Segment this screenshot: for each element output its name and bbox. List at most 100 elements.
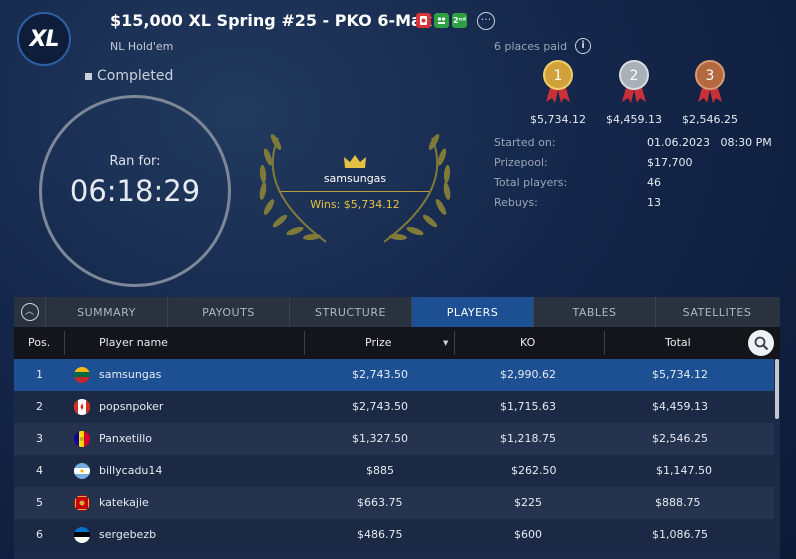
row-ko: $225 [514, 496, 542, 509]
tournament-lobby-panel: ︿ SUMMARY PAYOUTS STRUCTURE PLAYERS TABL… [14, 297, 780, 559]
row-ko: $2,990.62 [500, 368, 556, 381]
run-time-clock: Ran for: 06:18:29 [39, 95, 231, 287]
column-divider [304, 331, 305, 355]
row-pos: 2 [36, 400, 43, 413]
table-header: Pos. Player name Prize ▼ KO Total [14, 327, 780, 359]
row-pos: 4 [36, 464, 43, 477]
row-total: $1,147.50 [656, 464, 712, 477]
bounty-icon [416, 13, 431, 28]
column-prize-label: Prize [365, 336, 392, 349]
run-time-value: 06:18:29 [69, 174, 201, 208]
table-row[interactable]: 2 popsnpoker $2,743.50 $1,715.63 $4,459.… [14, 391, 774, 423]
stat-value: $17,700 [647, 156, 693, 169]
svg-text:2: 2 [630, 68, 639, 84]
row-prize: $486.75 [357, 528, 403, 541]
crown-icon [344, 155, 366, 168]
column-ko[interactable]: KO [520, 336, 536, 349]
row-prize: $2,743.50 [352, 368, 408, 381]
players-table-body: 1 samsungas $2,743.50 $2,990.62 $5,734.1… [14, 359, 774, 551]
row-pos: 3 [36, 432, 43, 445]
tab-bar: ︿ SUMMARY PAYOUTS STRUCTURE PLAYERS TABL… [14, 297, 780, 327]
column-divider [64, 331, 65, 355]
tab-tables[interactable]: TABLES [534, 297, 656, 327]
six-max-icon [434, 13, 449, 28]
table-row[interactable]: 5 katekajie $663.75 $225 $888.75 [14, 487, 774, 519]
info-icon[interactable]: i [575, 38, 592, 54]
stat-label: Total players: [494, 176, 568, 189]
tab-satellites[interactable]: SATELLITES [682, 305, 752, 319]
column-player-name[interactable]: Player name [99, 336, 168, 349]
run-time-label: Ran for: [109, 154, 161, 169]
places-paid-label: 6 places paid [494, 39, 568, 53]
row-total: $2,546.25 [652, 432, 708, 445]
collapse-button[interactable]: ︿ [14, 297, 46, 327]
tab-players[interactable]: PLAYERS [412, 297, 534, 327]
estonia-flag-icon [74, 527, 90, 543]
silver-medal-icon: 2 [619, 60, 649, 103]
gold-medal-icon: 1 [543, 60, 573, 103]
xl-logo: XL [17, 12, 71, 66]
tournament-status: Completed [85, 68, 173, 84]
table-row[interactable]: 1 samsungas $2,743.50 $2,990.62 $5,734.1… [14, 359, 774, 391]
svg-text:1: 1 [554, 68, 563, 84]
svg-text:3: 3 [706, 68, 715, 84]
montenegro-flag-icon [74, 495, 90, 511]
winner-winnings: Wins: $5,734.12 [310, 198, 400, 211]
stat-label: Prizepool: [494, 156, 548, 169]
row-total: $4,459.13 [652, 400, 708, 413]
column-prize[interactable]: Prize [365, 327, 392, 359]
tab-summary[interactable]: SUMMARY [46, 297, 168, 327]
row-ko: $1,715.63 [500, 400, 556, 413]
row-player-name: billycadu14 [99, 464, 163, 477]
table-row[interactable]: 3 Panxetillo $1,327.50 $1,218.75 $2,546.… [14, 423, 774, 455]
row-player-name: sergebezb [99, 528, 157, 541]
stat-label: Rebuys: [494, 196, 538, 209]
row-player-name: popsnpoker [99, 400, 164, 413]
row-player-name: Panxetillo [99, 432, 153, 445]
stat-value: 13 [647, 196, 661, 209]
row-prize: $1,327.50 [352, 432, 408, 445]
laurel-wreath-icon [259, 134, 451, 243]
row-pos: 6 [36, 528, 43, 541]
bronze-medal-icon: 3 [695, 60, 725, 103]
tab-structure[interactable]: STRUCTURE [290, 297, 412, 327]
table-row[interactable]: 6 sergebezb $486.75 $600 $1,086.75 [14, 519, 774, 551]
game-type: NL Hold'em [110, 40, 174, 53]
column-pos[interactable]: Pos. [28, 336, 51, 349]
places-paid: 6 places paid i [494, 38, 592, 54]
row-total: $888.75 [655, 496, 701, 509]
status-dot-icon [85, 72, 92, 80]
row-pos: 5 [36, 496, 43, 509]
search-icon [754, 336, 768, 350]
tournament-badges: 2ⁿᵈ [416, 13, 467, 28]
winner-divider [281, 191, 429, 192]
tab-payouts[interactable]: PAYOUTS [168, 297, 290, 327]
column-divider [454, 331, 455, 355]
status-label: Completed [97, 68, 174, 84]
stat-value: 01.06.2023 08:30 PM [647, 136, 772, 149]
row-ko: $1,218.75 [500, 432, 556, 445]
column-total[interactable]: Total [665, 336, 691, 349]
search-button[interactable] [748, 330, 774, 356]
second-chance-icon: 2ⁿᵈ [452, 13, 467, 28]
row-ko: $600 [514, 528, 542, 541]
row-player-name: katekajie [99, 496, 149, 509]
row-total: $1,086.75 [652, 528, 708, 541]
table-row[interactable]: 4 billycadu14 $885 $262.50 $1,147.50 [14, 455, 774, 487]
second-place-amount: $4,459.13 [606, 113, 662, 126]
third-place-amount: $2,546.25 [682, 113, 738, 126]
sort-desc-icon: ▼ [443, 339, 449, 347]
row-ko: $262.50 [511, 464, 557, 477]
more-options-button[interactable]: ··· [477, 12, 495, 30]
canada-flag-icon [74, 399, 90, 415]
winner-name: samsungas [323, 172, 387, 185]
row-pos: 1 [36, 368, 43, 381]
andorra-flag-icon [74, 431, 90, 447]
chevron-up-icon: ︿ [20, 303, 39, 321]
row-total: $5,734.12 [652, 368, 708, 381]
column-divider [604, 331, 605, 355]
argentina-flag-icon [74, 463, 90, 479]
tournament-title: $15,000 XL Spring #25 - PKO 6-Max [110, 11, 433, 30]
row-prize: $663.75 [357, 496, 403, 509]
table-scrollbar[interactable] [775, 359, 779, 419]
